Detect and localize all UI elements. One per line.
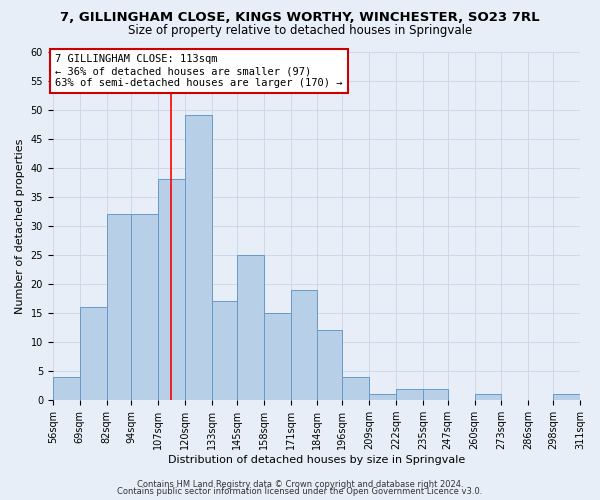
Bar — [158, 180, 185, 400]
Text: Size of property relative to detached houses in Springvale: Size of property relative to detached ho… — [128, 24, 472, 37]
Bar — [553, 394, 580, 400]
Text: 7, GILLINGHAM CLOSE, KINGS WORTHY, WINCHESTER, SO23 7RL: 7, GILLINGHAM CLOSE, KINGS WORTHY, WINCH… — [60, 11, 540, 24]
Bar — [423, 388, 448, 400]
Bar — [317, 330, 342, 400]
Text: Contains public sector information licensed under the Open Government Licence v3: Contains public sector information licen… — [118, 487, 482, 496]
Bar — [80, 307, 107, 400]
Bar — [342, 377, 369, 400]
Bar — [290, 290, 317, 400]
Bar — [369, 394, 396, 400]
Bar — [212, 302, 237, 400]
Y-axis label: Number of detached properties: Number of detached properties — [15, 138, 25, 314]
X-axis label: Distribution of detached houses by size in Springvale: Distribution of detached houses by size … — [168, 455, 465, 465]
Bar — [185, 116, 212, 400]
Bar — [475, 394, 502, 400]
Text: 7 GILLINGHAM CLOSE: 113sqm
← 36% of detached houses are smaller (97)
63% of semi: 7 GILLINGHAM CLOSE: 113sqm ← 36% of deta… — [55, 54, 343, 88]
Bar — [107, 214, 131, 400]
Bar — [396, 388, 423, 400]
Bar — [53, 377, 80, 400]
Text: Contains HM Land Registry data © Crown copyright and database right 2024.: Contains HM Land Registry data © Crown c… — [137, 480, 463, 489]
Bar — [263, 313, 290, 400]
Bar — [131, 214, 158, 400]
Bar — [237, 255, 263, 400]
